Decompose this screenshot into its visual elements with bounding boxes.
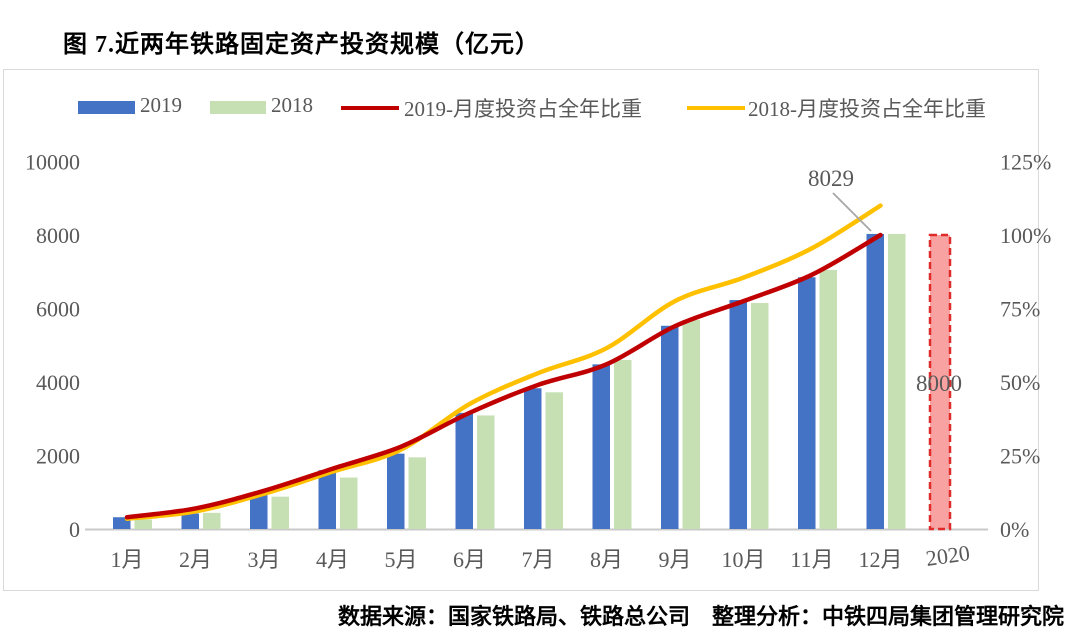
y2-axis-tick-label: 75%	[1000, 297, 1040, 322]
y2-axis-tick-label: 50%	[1000, 370, 1040, 395]
bar-2018	[408, 457, 426, 529]
legend-label-2018-share: 2018-月度投资占全年比重	[748, 97, 986, 121]
x-axis-month-label: 8月	[590, 547, 623, 572]
bar-2019	[250, 493, 268, 529]
callout-line-8029	[832, 192, 872, 232]
legend-swatch-2018-line	[687, 106, 745, 110]
y-axis-tick-label: 6000	[36, 297, 80, 322]
bar-2018	[614, 359, 632, 529]
bar-2018	[271, 496, 289, 529]
x-axis-month-label: 6月	[453, 547, 486, 572]
legend-label-2019-share: 2019-月度投资占全年比重	[404, 97, 642, 121]
bar-2018	[751, 302, 769, 529]
x-axis-month-label: 10月	[721, 547, 765, 572]
bar-2019	[866, 233, 884, 529]
bar-2019	[729, 300, 747, 529]
y-axis-tick-label: 8000	[36, 223, 80, 248]
bar-2018	[340, 477, 358, 529]
y2-axis-tick-label: 25%	[1000, 444, 1040, 469]
bar-2018	[888, 233, 906, 529]
legend-label-2018: 2018	[271, 93, 313, 117]
x-axis-month-label: 12月	[858, 547, 902, 572]
y2-axis-tick-label: 0%	[1000, 517, 1029, 542]
bar-2019	[318, 470, 336, 529]
y2-axis-tick-label: 100%	[1000, 223, 1051, 248]
y-axis-tick-label: 0	[69, 517, 80, 542]
x-axis-2020-label: 2020	[924, 540, 971, 571]
line-2018-share	[124, 203, 883, 521]
bar-2018	[477, 415, 495, 529]
annotation-8000: 8000	[916, 371, 962, 396]
bar-2018	[682, 319, 700, 529]
line-2019-share	[124, 232, 883, 520]
y2-axis-tick-label: 125%	[1000, 150, 1051, 175]
x-axis-month-label: 2月	[179, 547, 212, 572]
bar-2018	[545, 392, 563, 529]
legend-label-2019: 2019	[140, 93, 182, 117]
forecast-bar-2020	[928, 233, 952, 531]
legend-swatch-2019-bar	[78, 101, 135, 114]
chart-frame	[3, 69, 1039, 591]
bar-2019	[798, 277, 816, 529]
bar-2018	[134, 519, 152, 529]
bar-2019	[181, 513, 199, 529]
x-axis-month-label: 3月	[247, 547, 280, 572]
legend-swatch-2018-bar	[210, 101, 266, 114]
x-axis-month-label: 4月	[316, 547, 349, 572]
x-axis-month-label: 1月	[110, 547, 143, 572]
bar-2019	[592, 364, 610, 529]
bar-2019	[661, 325, 679, 529]
x-axis-month-label: 11月	[790, 547, 833, 572]
x-axis-month-label: 5月	[384, 547, 417, 572]
annotation-8029: 8029	[808, 166, 854, 191]
legend-swatch-2019-line	[341, 106, 399, 110]
y-axis-tick-label: 10000	[25, 150, 80, 175]
bar-2019	[113, 517, 131, 529]
bar-2019	[387, 453, 405, 529]
bar-2019	[524, 388, 542, 529]
chart-title: 图 7.近两年铁路固定资产投资规模（亿元）	[63, 32, 540, 58]
x-axis-month-label: 9月	[658, 547, 691, 572]
x-axis-month-label: 7月	[521, 547, 554, 572]
bar-2018	[203, 512, 221, 529]
y-axis-tick-label: 2000	[36, 444, 80, 469]
source-note: 数据来源：国家铁路局、铁路总公司 整理分析：中铁四局集团管理研究院	[337, 604, 1064, 629]
bar-2018	[819, 269, 837, 529]
y-axis-tick-label: 4000	[36, 370, 80, 395]
bar-2019	[455, 412, 473, 529]
